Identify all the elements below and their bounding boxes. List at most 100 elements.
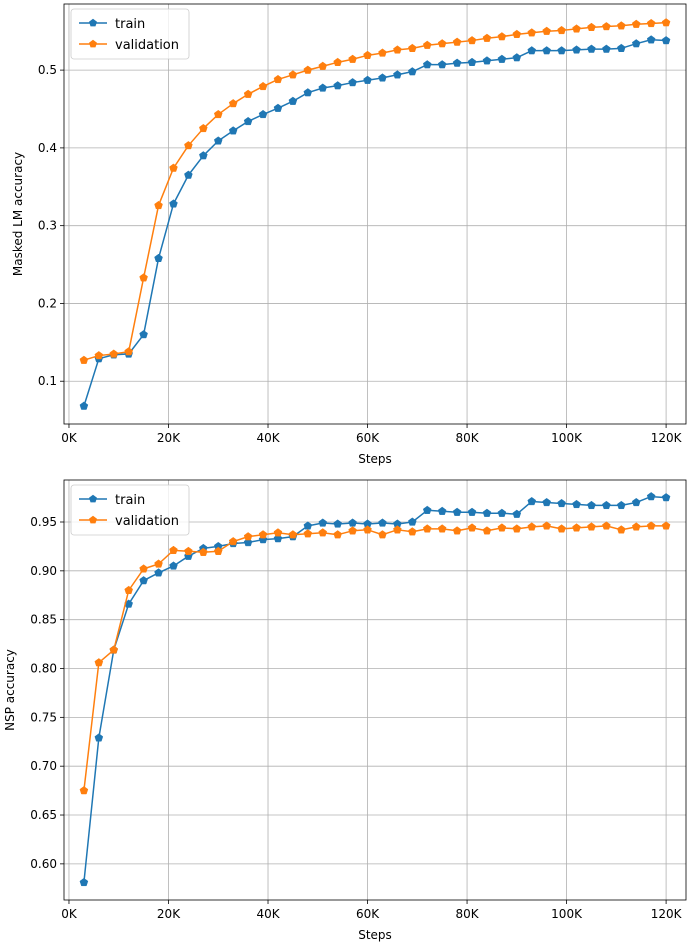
data-point [422, 524, 432, 533]
legend-frame [70, 8, 190, 60]
y-axis-label: NSP accuracy [3, 649, 17, 731]
data-point [109, 349, 119, 358]
data-point [408, 43, 417, 52]
data-point [318, 61, 328, 70]
y-tick-label: 0.2 [38, 296, 57, 310]
data-point [646, 35, 656, 44]
data-point [139, 576, 148, 585]
legend: train validation [70, 8, 190, 60]
data-point [617, 43, 626, 52]
y-tick-label: 0.4 [38, 141, 57, 155]
legend-marker [89, 494, 97, 503]
data-point [602, 500, 611, 510]
data-point [482, 508, 492, 517]
data-point [557, 46, 566, 55]
data-point [587, 500, 596, 510]
data-point [243, 89, 253, 98]
y-tick-label: 0.95 [30, 515, 57, 529]
legend-marker [89, 18, 97, 27]
data-point [661, 493, 671, 502]
y-tick-label: 0.1 [38, 374, 57, 388]
data-point [288, 96, 298, 105]
masked-lm-accuracy-chart: 0K 20K 40K 60K 80K 100K 120K 0.1 0.2 0.3 0.4 0.5 Ste… [11, 3, 687, 466]
data-point [79, 786, 89, 795]
data-point [408, 517, 417, 526]
series-line [83, 495, 667, 883]
x-tick-label: 0K [61, 907, 78, 921]
data-point [318, 518, 328, 527]
data-point [393, 70, 402, 79]
data-point [333, 519, 342, 528]
data-point [303, 65, 313, 74]
data-point [348, 526, 357, 535]
series-validation [79, 18, 671, 364]
series-line [83, 39, 667, 407]
data-point [363, 525, 372, 534]
legend-frame [70, 484, 190, 536]
data-point [199, 123, 208, 133]
data-point [348, 78, 357, 87]
data-point [288, 530, 298, 539]
data-point [587, 44, 596, 53]
x-tick-label: 40K [256, 907, 280, 921]
series-train [79, 35, 671, 410]
data-point [333, 81, 342, 90]
data-point [497, 508, 507, 517]
data-point [602, 521, 611, 530]
data-point [318, 83, 328, 92]
legend-marker [89, 515, 97, 524]
x-tick-label: 120K [651, 431, 683, 445]
data-point [228, 126, 238, 135]
data-point [467, 523, 477, 532]
data-point [646, 18, 656, 28]
data-point [213, 109, 223, 119]
legend-label: train [115, 17, 145, 32]
data-point [512, 524, 522, 533]
series-train [79, 492, 671, 887]
legend-label: train [115, 493, 145, 508]
data-point [378, 518, 387, 527]
y-tick-label: 0.85 [30, 613, 57, 627]
data-point [482, 33, 492, 42]
data-point [333, 530, 342, 539]
data-point [572, 499, 581, 509]
plot-frame [63, 479, 687, 901]
data-point [154, 568, 163, 577]
data-point [378, 73, 387, 82]
data-point [139, 273, 148, 282]
data-point [452, 507, 462, 516]
data-point [378, 530, 387, 539]
data-point [557, 524, 566, 533]
legend-marker [89, 39, 97, 48]
data-point [422, 60, 432, 69]
data-point [243, 116, 253, 126]
data-point [273, 74, 283, 84]
data-point [617, 21, 626, 30]
y-tick-label: 0.90 [30, 564, 57, 578]
data-point [631, 522, 641, 531]
data-point [617, 525, 626, 534]
data-point [437, 60, 447, 69]
data-point [497, 32, 507, 41]
data-point [213, 546, 223, 555]
data-point [139, 564, 148, 573]
x-tick-label: 60K [356, 907, 380, 921]
data-point [94, 658, 104, 667]
data-point [258, 81, 268, 91]
data-point [273, 103, 283, 112]
data-point [393, 45, 402, 54]
data-point [452, 58, 462, 67]
data-point [273, 528, 283, 537]
data-point [348, 518, 357, 527]
data-point [602, 44, 611, 53]
data-point [169, 163, 178, 172]
data-point [572, 523, 581, 532]
x-tick-label: 80K [455, 431, 479, 445]
data-point [184, 170, 193, 179]
data-point [557, 25, 566, 35]
data-point [422, 505, 432, 514]
data-point [154, 200, 163, 210]
series-line [83, 21, 667, 361]
data-point [154, 253, 163, 262]
data-point [646, 492, 656, 501]
